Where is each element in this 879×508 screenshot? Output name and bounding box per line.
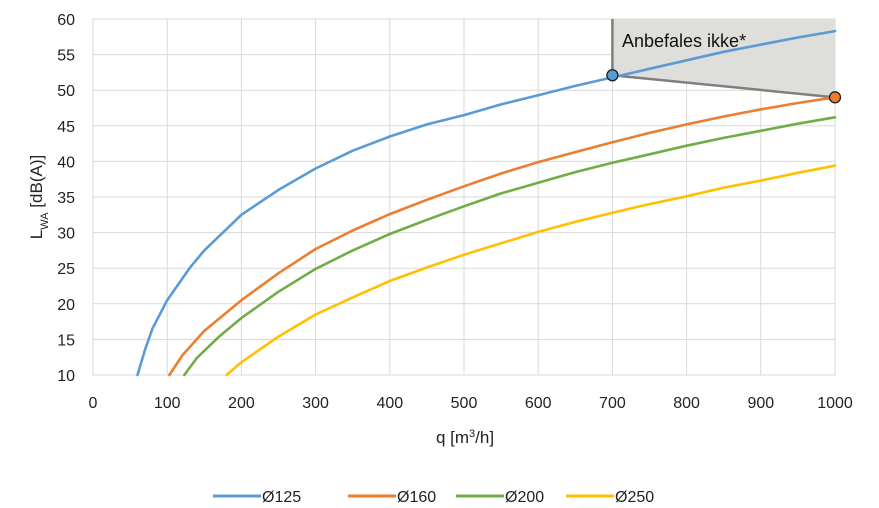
x-tick-label: 300 bbox=[302, 395, 329, 412]
legend-label-3: Ø250 bbox=[615, 489, 654, 506]
y-tick-label: 40 bbox=[57, 154, 75, 171]
x-tick-label: 600 bbox=[525, 395, 552, 412]
annotation-markers bbox=[606, 69, 842, 104]
y-tick-label: 30 bbox=[57, 226, 75, 243]
not-recommended-region bbox=[611, 19, 836, 99]
series-line-3 bbox=[225, 164, 837, 377]
x-tick-label: 900 bbox=[747, 395, 774, 412]
tick-labels: 0 100 200 300 400 500 600 700 800 900 1000 10 15 20 25… bbox=[57, 12, 853, 412]
legend-label-2: Ø200 bbox=[505, 489, 544, 506]
series-line-0 bbox=[136, 29, 837, 377]
x-tick-label: 700 bbox=[599, 395, 626, 412]
marker-point-a bbox=[606, 69, 619, 82]
annotation-label: Anbefales ikke* bbox=[622, 31, 746, 51]
y-tick-label: 25 bbox=[57, 261, 75, 278]
y-tick-label: 45 bbox=[57, 119, 75, 136]
region-boundary-diagonal bbox=[612, 74, 836, 99]
x-tick-label: 0 bbox=[89, 395, 98, 412]
y-tick-label: 35 bbox=[57, 190, 75, 207]
legend: Ø125 Ø160 Ø200 Ø250 bbox=[213, 489, 654, 506]
marker-point-b bbox=[828, 91, 842, 104]
x-tick-label: 400 bbox=[376, 395, 403, 412]
x-tick-label: 100 bbox=[154, 395, 181, 412]
x-tick-label: 200 bbox=[228, 395, 255, 412]
y-tick-label: 15 bbox=[57, 332, 75, 349]
y-axis-title: LWA [dB(A)] bbox=[27, 155, 51, 239]
legend-label-0: Ø125 bbox=[262, 489, 301, 506]
x-tick-label: 800 bbox=[673, 395, 700, 412]
y-tick-label: 20 bbox=[57, 297, 75, 314]
y-tick-label: 50 bbox=[57, 83, 75, 100]
y-tick-label: 10 bbox=[57, 368, 75, 385]
plot-border bbox=[92, 18, 836, 376]
x-axis-title: q [m3/h] bbox=[436, 428, 494, 447]
region-fill bbox=[612, 19, 835, 98]
series-line-1 bbox=[168, 96, 837, 377]
y-tick-label: 60 bbox=[57, 12, 75, 29]
series-lines bbox=[136, 29, 837, 377]
series-line-2 bbox=[183, 116, 837, 377]
x-tick-label: 500 bbox=[451, 395, 478, 412]
y-tick-label: 55 bbox=[57, 48, 75, 65]
x-tick-label: 1000 bbox=[817, 395, 853, 412]
legend-label-1: Ø160 bbox=[397, 489, 436, 506]
